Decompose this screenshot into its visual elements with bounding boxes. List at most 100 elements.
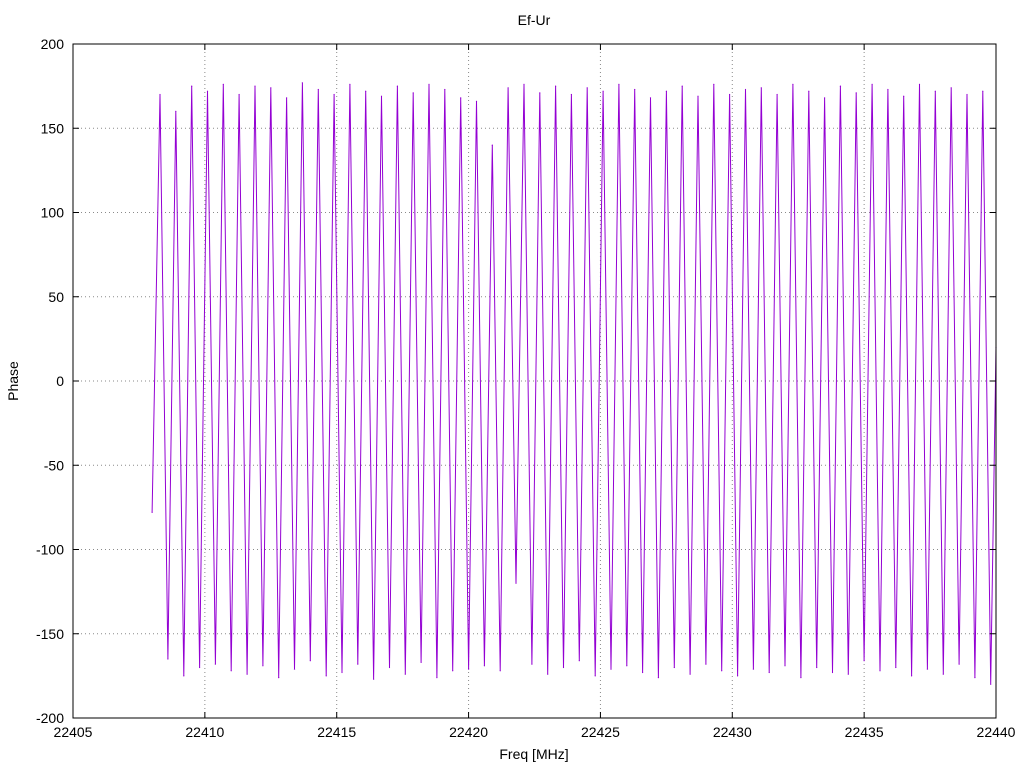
data-point bbox=[800, 677, 802, 679]
data-point bbox=[634, 88, 636, 91]
y-tick-label: -100 bbox=[36, 542, 64, 558]
data-point bbox=[681, 85, 683, 87]
data-point bbox=[325, 675, 327, 677]
data-point bbox=[214, 663, 216, 665]
data-point bbox=[752, 668, 755, 670]
data-point bbox=[388, 666, 391, 669]
data-point bbox=[246, 673, 248, 675]
data-point bbox=[365, 90, 367, 92]
data-point bbox=[744, 88, 747, 91]
data-point bbox=[903, 95, 905, 97]
data-point bbox=[183, 675, 185, 677]
data-point bbox=[151, 511, 153, 513]
data-point bbox=[444, 88, 446, 91]
data-point bbox=[570, 93, 573, 96]
data-point bbox=[926, 668, 929, 670]
data-point bbox=[278, 677, 280, 679]
data-point bbox=[602, 90, 604, 92]
data-point bbox=[270, 87, 272, 89]
data-point bbox=[191, 85, 193, 87]
series-layer bbox=[151, 82, 997, 685]
grid bbox=[73, 44, 996, 718]
data-point bbox=[768, 671, 770, 674]
x-tick-label: 22410 bbox=[185, 724, 224, 740]
x-tick-label: 22430 bbox=[713, 724, 752, 740]
y-tick-label: 150 bbox=[41, 120, 65, 136]
data-point bbox=[523, 83, 525, 85]
data-point bbox=[760, 87, 762, 89]
data-point bbox=[555, 85, 557, 87]
data-point bbox=[159, 93, 161, 96]
data-point bbox=[934, 90, 936, 92]
data-point bbox=[610, 668, 612, 670]
data-point bbox=[586, 87, 588, 89]
data-point bbox=[942, 673, 944, 675]
data-point bbox=[911, 675, 913, 677]
data-point bbox=[689, 673, 691, 675]
data-point bbox=[412, 92, 414, 94]
data-point bbox=[649, 97, 652, 99]
data-point bbox=[301, 82, 303, 84]
data-point bbox=[697, 95, 699, 97]
x-tick-label: 22415 bbox=[317, 724, 356, 740]
data-point bbox=[808, 90, 810, 92]
data-point bbox=[262, 665, 264, 667]
y-tick-label: -150 bbox=[36, 626, 64, 642]
data-point bbox=[254, 85, 256, 87]
data-point bbox=[206, 90, 209, 92]
data-point bbox=[594, 675, 596, 677]
data-point bbox=[982, 90, 984, 92]
data-point bbox=[286, 97, 288, 99]
data-point bbox=[729, 93, 731, 96]
data-point bbox=[863, 660, 865, 662]
data-point bbox=[847, 673, 849, 675]
data-point bbox=[918, 83, 921, 85]
data-point bbox=[547, 673, 549, 675]
x-tick-label: 22440 bbox=[977, 724, 1016, 740]
data-point bbox=[468, 668, 470, 670]
data-point bbox=[499, 670, 501, 672]
data-point bbox=[428, 83, 430, 85]
data-point bbox=[483, 665, 485, 667]
data-point bbox=[531, 663, 533, 665]
data-point bbox=[380, 95, 383, 97]
x-tick-label: 22420 bbox=[449, 724, 488, 740]
data-point bbox=[309, 660, 311, 662]
data-point bbox=[626, 665, 628, 667]
data-point bbox=[175, 110, 177, 112]
data-point bbox=[515, 582, 517, 584]
data-point bbox=[784, 665, 786, 667]
data-point bbox=[618, 83, 620, 85]
x-tick-label: 22435 bbox=[845, 724, 884, 740]
data-point bbox=[230, 670, 232, 672]
data-point bbox=[737, 675, 739, 677]
data-point bbox=[349, 83, 351, 85]
data-point bbox=[578, 660, 580, 662]
data-point bbox=[341, 671, 343, 674]
y-tick-label: -200 bbox=[36, 710, 64, 726]
data-point bbox=[491, 144, 493, 146]
y-tick-label: -50 bbox=[44, 457, 64, 473]
data-point bbox=[222, 83, 224, 85]
data-point bbox=[816, 666, 818, 669]
data-point bbox=[460, 97, 462, 99]
data-point bbox=[657, 677, 660, 679]
data-point bbox=[776, 93, 778, 96]
data-point bbox=[879, 670, 881, 672]
data-point bbox=[396, 85, 398, 87]
data-point bbox=[373, 678, 375, 680]
data-point bbox=[436, 677, 438, 679]
data-point bbox=[665, 90, 668, 92]
data-point bbox=[824, 97, 826, 99]
data-point bbox=[887, 88, 889, 91]
data-point bbox=[333, 93, 335, 96]
data-point bbox=[475, 100, 478, 102]
x-tick-label: 22405 bbox=[54, 724, 93, 740]
data-point bbox=[831, 671, 834, 674]
data-point bbox=[990, 683, 992, 685]
ticks: 22405 22410 22415 22420 22425 22430 22435 22440… bbox=[36, 36, 1016, 740]
y-tick-label: 0 bbox=[56, 373, 64, 389]
data-point bbox=[507, 87, 509, 89]
data-point bbox=[895, 666, 897, 669]
